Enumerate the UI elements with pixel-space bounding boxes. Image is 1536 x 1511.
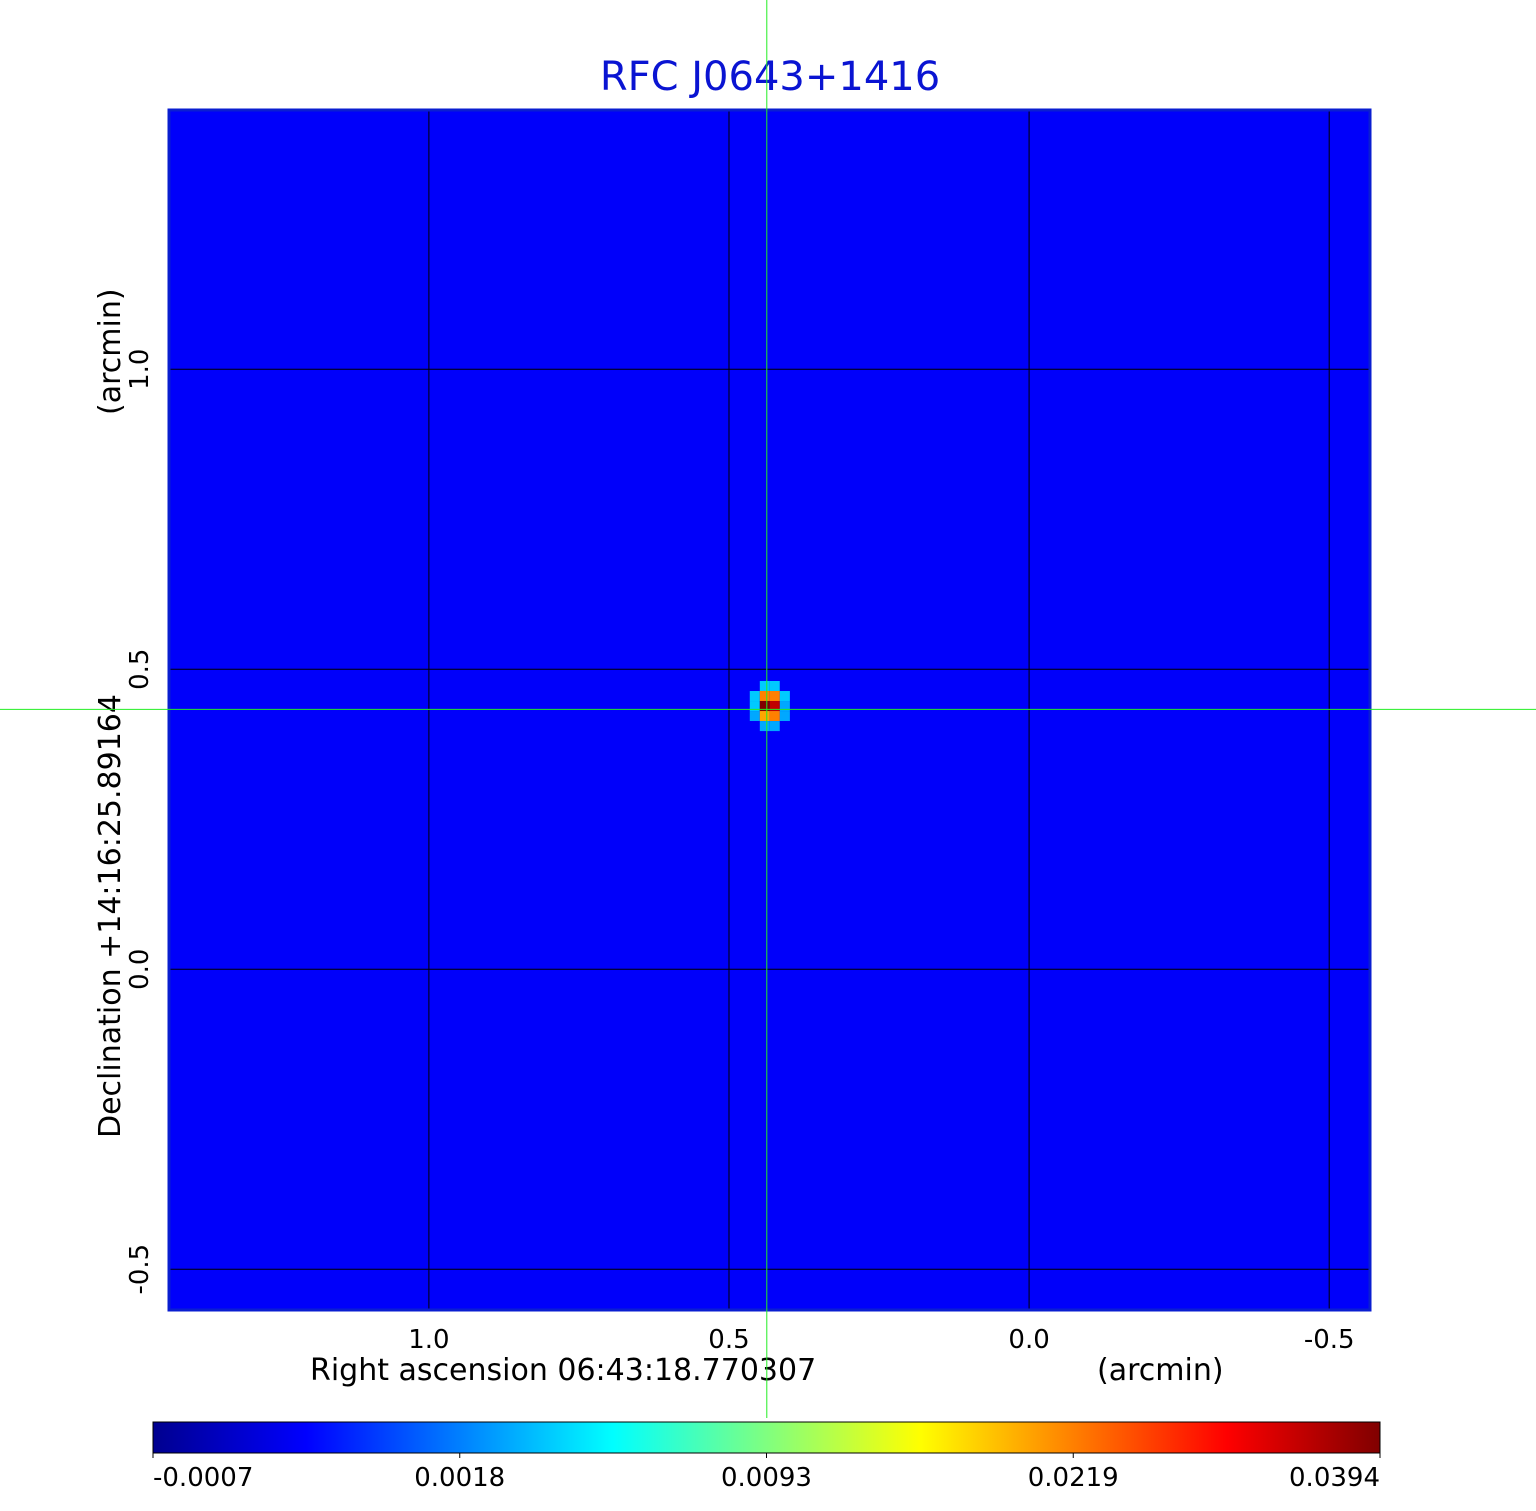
pixel xyxy=(779,721,790,732)
colorbar-tick-label: 0.0219 xyxy=(1028,1463,1119,1493)
plot-frame xyxy=(167,108,1372,1312)
pixel xyxy=(769,721,780,732)
colorbar-tick-label: 0.0018 xyxy=(414,1463,505,1493)
pixel xyxy=(749,680,760,692)
pixel xyxy=(749,691,760,702)
y-tick-label: 1.0 xyxy=(125,349,155,390)
x-axis-unit: (arcmin) xyxy=(1097,1353,1224,1388)
pixel xyxy=(779,680,790,692)
pixel xyxy=(759,721,770,732)
pixel xyxy=(769,680,780,692)
y-axis-unit: (arcmin) xyxy=(93,288,128,415)
y-tick-label: -0.5 xyxy=(125,1244,155,1295)
y-tick-label: 0.5 xyxy=(125,649,155,690)
y-tick-label: 0.0 xyxy=(125,949,155,990)
x-tick-label: 0.0 xyxy=(1008,1325,1049,1355)
pixel xyxy=(749,711,760,722)
pixel xyxy=(769,701,780,712)
y-axis-label: Declination +14:16:25.89164 xyxy=(93,694,128,1138)
pixel xyxy=(759,701,770,712)
pixel xyxy=(779,711,790,722)
x-tick-label: -0.5 xyxy=(1304,1325,1355,1355)
colorbar-tick-label: 0.0093 xyxy=(721,1463,812,1493)
pixel xyxy=(749,701,760,712)
pixel xyxy=(779,701,790,712)
colorbar-tick-label: 0.0394 xyxy=(1289,1463,1380,1493)
x-tick-label: 1.0 xyxy=(408,1325,449,1355)
pixel xyxy=(769,691,780,702)
x-axis-label: Right ascension 06:43:18.770307 xyxy=(310,1353,816,1388)
chart-title: RFC J0643+1416 xyxy=(600,54,940,100)
pixel xyxy=(759,680,770,692)
colorbar-tick-label: -0.0007 xyxy=(153,1463,253,1493)
pixel xyxy=(779,691,790,702)
colorbar xyxy=(152,1421,1381,1454)
pixel xyxy=(749,721,760,732)
x-tick-label: 0.5 xyxy=(708,1325,749,1355)
pixel xyxy=(759,691,770,702)
pixel xyxy=(759,711,770,722)
pixel xyxy=(769,711,780,722)
